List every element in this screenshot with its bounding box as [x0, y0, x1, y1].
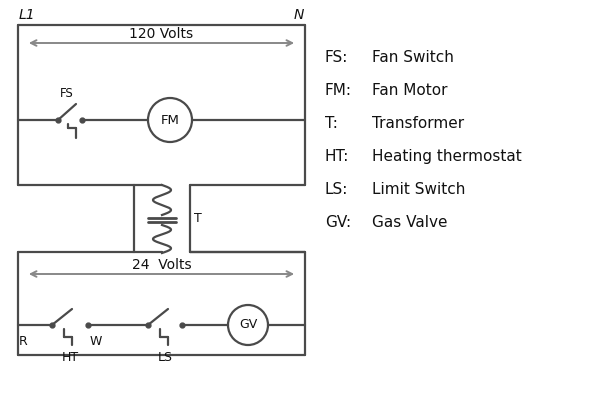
Text: HT:: HT:: [325, 149, 349, 164]
Text: T:: T:: [325, 116, 338, 131]
Text: Fan Switch: Fan Switch: [372, 50, 454, 65]
Text: L1: L1: [19, 8, 35, 22]
Text: Transformer: Transformer: [372, 116, 464, 131]
Text: HT: HT: [61, 351, 78, 364]
Text: FS:: FS:: [325, 50, 348, 65]
Text: GV: GV: [239, 318, 257, 332]
Text: LS: LS: [158, 351, 172, 364]
Text: 120 Volts: 120 Volts: [129, 27, 194, 41]
Text: FS: FS: [60, 87, 74, 100]
Text: R: R: [19, 335, 28, 348]
Text: FM:: FM:: [325, 83, 352, 98]
Text: N: N: [294, 8, 304, 22]
Text: LS:: LS:: [325, 182, 348, 197]
Text: 24  Volts: 24 Volts: [132, 258, 191, 272]
Text: Fan Motor: Fan Motor: [372, 83, 447, 98]
Text: Limit Switch: Limit Switch: [372, 182, 466, 197]
Text: FM: FM: [160, 114, 179, 126]
Text: Gas Valve: Gas Valve: [372, 215, 447, 230]
Text: Heating thermostat: Heating thermostat: [372, 149, 522, 164]
Text: W: W: [90, 335, 103, 348]
Text: T: T: [194, 212, 202, 226]
Text: GV:: GV:: [325, 215, 351, 230]
